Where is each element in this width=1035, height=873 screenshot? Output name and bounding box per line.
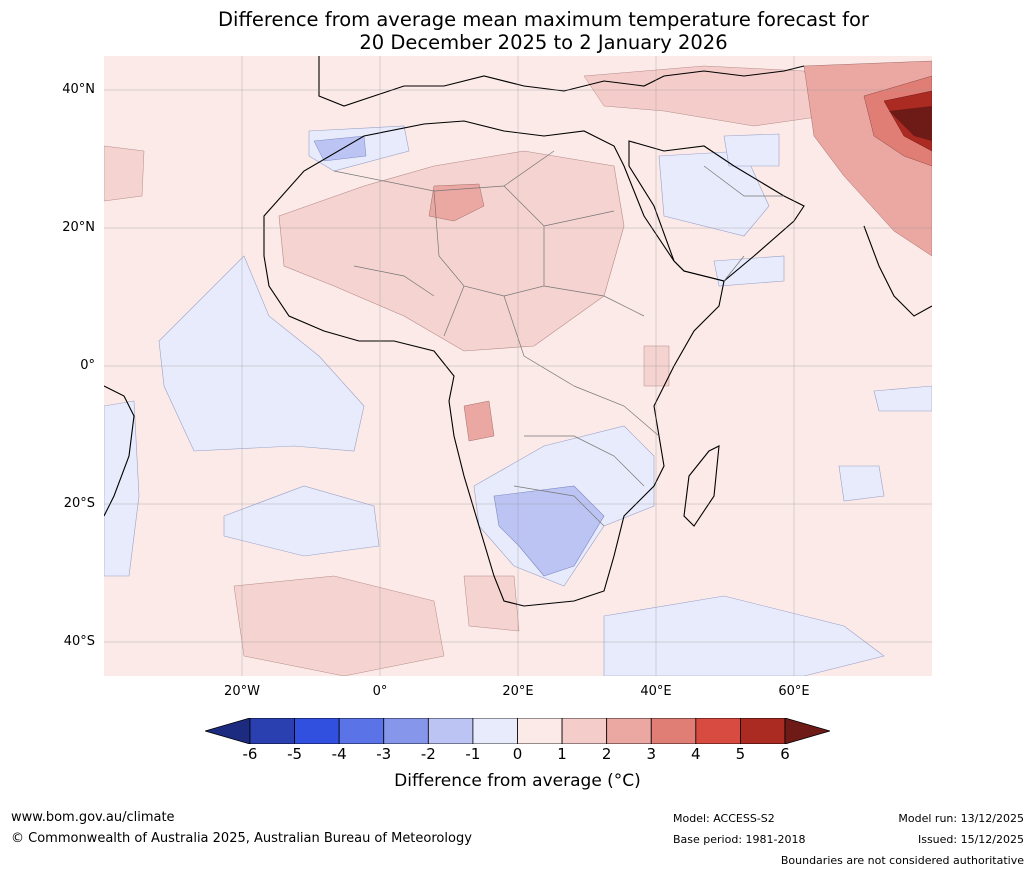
colorbar-tick-label: -1 bbox=[465, 745, 481, 763]
anomaly-region-warm-3 bbox=[583, 65, 825, 127]
cool-anomaly-fields bbox=[104, 125, 932, 676]
colorbar-tick-label: 1 bbox=[557, 745, 567, 763]
colorbar-segment bbox=[650, 718, 697, 744]
colorbar-tick-label: 3 bbox=[646, 745, 657, 763]
colorbar bbox=[205, 718, 830, 744]
colorbar-tick-label: -6 bbox=[242, 745, 258, 763]
lat-label-40s: 40°S bbox=[63, 634, 95, 649]
colorbar-segment bbox=[249, 718, 295, 744]
anomaly-region-cool-2 bbox=[223, 485, 380, 557]
colorbar-tick-label: -4 bbox=[331, 745, 347, 763]
colorbar-tick-label: 6 bbox=[780, 745, 790, 763]
colorbar-segment bbox=[427, 718, 474, 744]
title-line-2: 20 December 2025 to 2 January 2026 bbox=[359, 31, 728, 54]
title-line-1: Difference from average mean maximum tem… bbox=[218, 8, 869, 31]
colorbar-segment bbox=[606, 718, 652, 744]
lon-label-60e: 60°E bbox=[778, 684, 810, 699]
colorbar-tick-label: -5 bbox=[287, 745, 303, 763]
colorbar-segment bbox=[383, 718, 429, 744]
europe-coastline bbox=[318, 56, 805, 107]
colorbar-segment bbox=[472, 718, 518, 744]
footer-model: Model: ACCESS-S2 bbox=[673, 812, 775, 825]
colorbar-segment bbox=[695, 718, 741, 744]
anomaly-region-cool-11 bbox=[838, 465, 885, 502]
colorbar-segment bbox=[561, 718, 608, 744]
colorbar-tick-label: -3 bbox=[376, 745, 392, 763]
anomaly-region-cool-8 bbox=[723, 133, 780, 167]
lat-label-40n: 40°N bbox=[62, 82, 95, 97]
madagascar-coastline bbox=[683, 445, 720, 527]
footer-issued: Issued: 15/12/2025 bbox=[917, 833, 1024, 846]
anomaly-region-cool-12 bbox=[873, 385, 932, 412]
anomaly-region-warm-10 bbox=[463, 400, 495, 442]
footer-base-period: Base period: 1981-2018 bbox=[673, 833, 806, 846]
arabia-coastline bbox=[628, 140, 805, 282]
anomaly-region-cool-5 bbox=[493, 485, 605, 577]
anomaly-region-cool-13 bbox=[713, 255, 785, 287]
colorbar-segment bbox=[338, 718, 385, 744]
colorbar-segment bbox=[517, 718, 563, 744]
lat-label-0: 0° bbox=[80, 358, 95, 373]
footer-model-run: Model run: 13/12/2025 bbox=[898, 812, 1024, 825]
colorbar-tick-label: -2 bbox=[420, 745, 436, 763]
africa-coastline bbox=[263, 120, 725, 607]
map-title: Difference from average mean maximum tem… bbox=[0, 8, 1035, 54]
colorbar-extend-low bbox=[205, 718, 251, 744]
lon-label-40e: 40°E bbox=[640, 684, 672, 699]
anomaly-region-warm-9 bbox=[104, 145, 145, 202]
anomaly-region-warm-8 bbox=[233, 575, 445, 676]
colorbar-tick-label: 5 bbox=[735, 745, 746, 763]
india-coastline bbox=[863, 225, 932, 317]
footer-disclaimer: Boundaries are not considered authoritat… bbox=[780, 854, 1024, 867]
lon-label-20w: 20°W bbox=[224, 684, 260, 699]
colorbar-label: Difference from average (°C) bbox=[394, 771, 641, 791]
lat-label-20n: 20°N bbox=[62, 220, 95, 235]
temperature-anomaly-map bbox=[104, 56, 932, 676]
footer-url: www.bom.gov.au/climate bbox=[11, 810, 175, 825]
country-borders bbox=[333, 150, 784, 527]
anomaly-region-cool-6 bbox=[603, 595, 885, 676]
colorbar-segment bbox=[740, 718, 786, 744]
south-america-coastline bbox=[104, 385, 135, 517]
colorbar-tick-label: 4 bbox=[691, 745, 701, 763]
footer-copyright: © Commonwealth of Australia 2025, Austra… bbox=[11, 831, 472, 846]
lon-label-20e: 20°E bbox=[502, 684, 534, 699]
anomaly-region-warm-12 bbox=[463, 575, 520, 632]
colorbar-segment bbox=[294, 718, 340, 744]
colorbar-extend-high bbox=[784, 718, 830, 744]
graticule bbox=[104, 56, 932, 676]
coastlines bbox=[104, 56, 932, 607]
colorbar-tick-label: 0 bbox=[512, 745, 523, 763]
anomaly-region-cool-1 bbox=[158, 255, 365, 452]
anomaly-fields bbox=[104, 60, 932, 676]
lat-label-20s: 20°S bbox=[63, 496, 95, 511]
lon-label-0: 0° bbox=[372, 684, 388, 699]
colorbar-tick-label: 2 bbox=[601, 745, 612, 763]
anomaly-region-warm-2 bbox=[428, 183, 485, 222]
anomaly-region-warm-7 bbox=[889, 106, 932, 141]
